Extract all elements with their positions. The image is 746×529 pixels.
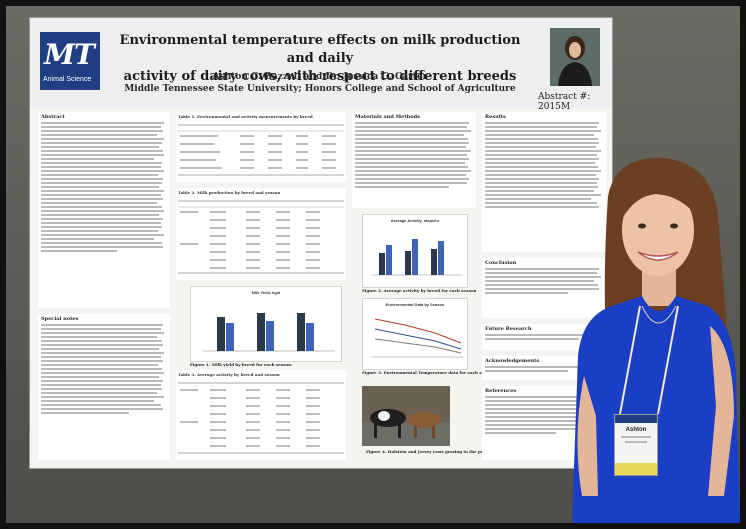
poster-authors: Ashton C. Bazzell and Dr. Jessica G. Car… xyxy=(110,72,530,82)
poster-affiliation: Middle Tennessee State University; Honor… xyxy=(110,84,530,94)
milk-chart-title: Milk Yield, kg/d xyxy=(191,290,341,295)
logo-subtitle: Animal Science xyxy=(43,76,91,83)
temperature-chart-lines xyxy=(363,299,467,369)
table-3-grid xyxy=(176,379,346,457)
table-1-grid xyxy=(176,121,346,179)
special-notes-heading: Special notes xyxy=(41,316,167,322)
photograph: MT Animal Science Environmental temperat… xyxy=(6,6,740,523)
abstract-text xyxy=(41,122,167,252)
table-3: Table 3. Average activity by breed and s… xyxy=(176,370,346,460)
badge-name: Ashton xyxy=(615,427,657,433)
figure-4-caption: Figure 4. Holstein and Jersey cows grazi… xyxy=(366,449,495,454)
activity-chart-bars xyxy=(363,215,467,287)
badge-footer xyxy=(615,463,657,475)
activity-chart-title: Average Activity, steps/hr xyxy=(363,218,467,223)
materials-methods-panel: Materials and Methods xyxy=(352,112,476,208)
table-2-grid xyxy=(176,197,346,277)
activity-chart: Average Activity, steps/hr xyxy=(362,214,468,288)
poster-title-line-1: Environmental temperature effects on mil… xyxy=(110,32,530,68)
abstract-panel: Abstract xyxy=(38,112,170,308)
table-2-title: Table 2. Milk production by breed and se… xyxy=(176,188,346,197)
poster-header: MT Animal Science Environmental temperat… xyxy=(30,18,612,108)
materials-text xyxy=(355,122,473,188)
mtsu-logo: MT Animal Science xyxy=(40,32,100,90)
table-1: Table 1. Environmental and activity meas… xyxy=(176,112,346,182)
special-notes-text xyxy=(41,324,167,414)
abstract-number: Abstract #: 2015M xyxy=(538,92,612,112)
table-2: Table 2. Milk production by breed and se… xyxy=(176,188,346,280)
figure-3-caption: Figure 3. Environmental Temperature data… xyxy=(362,370,496,375)
milk-yield-chart: Milk Yield, kg/d xyxy=(190,286,342,362)
materials-heading: Materials and Methods xyxy=(355,114,473,120)
badge-header xyxy=(615,415,657,423)
table-1-title: Table 1. Environmental and activity meas… xyxy=(176,112,346,121)
cow-photo xyxy=(362,386,450,446)
abstract-heading: Abstract xyxy=(41,114,167,120)
special-notes-panel: Special notes xyxy=(38,314,170,460)
temperature-chart-title: Environmental Data by Season xyxy=(363,302,467,307)
figure-2-caption: Figure 2. Average activity by breed for … xyxy=(362,288,476,293)
temperature-chart: Environmental Data by Season xyxy=(362,298,468,370)
name-badge: Ashton xyxy=(614,414,658,476)
table-3-title: Table 3. Average activity by breed and s… xyxy=(176,370,346,379)
milk-chart-bars xyxy=(191,287,341,361)
author-headshot xyxy=(550,28,600,86)
figure-1-caption: Figure 1. Milk yield by breed for each s… xyxy=(190,362,292,367)
results-heading: Results xyxy=(485,114,603,120)
logo-mark: MT xyxy=(44,38,94,71)
